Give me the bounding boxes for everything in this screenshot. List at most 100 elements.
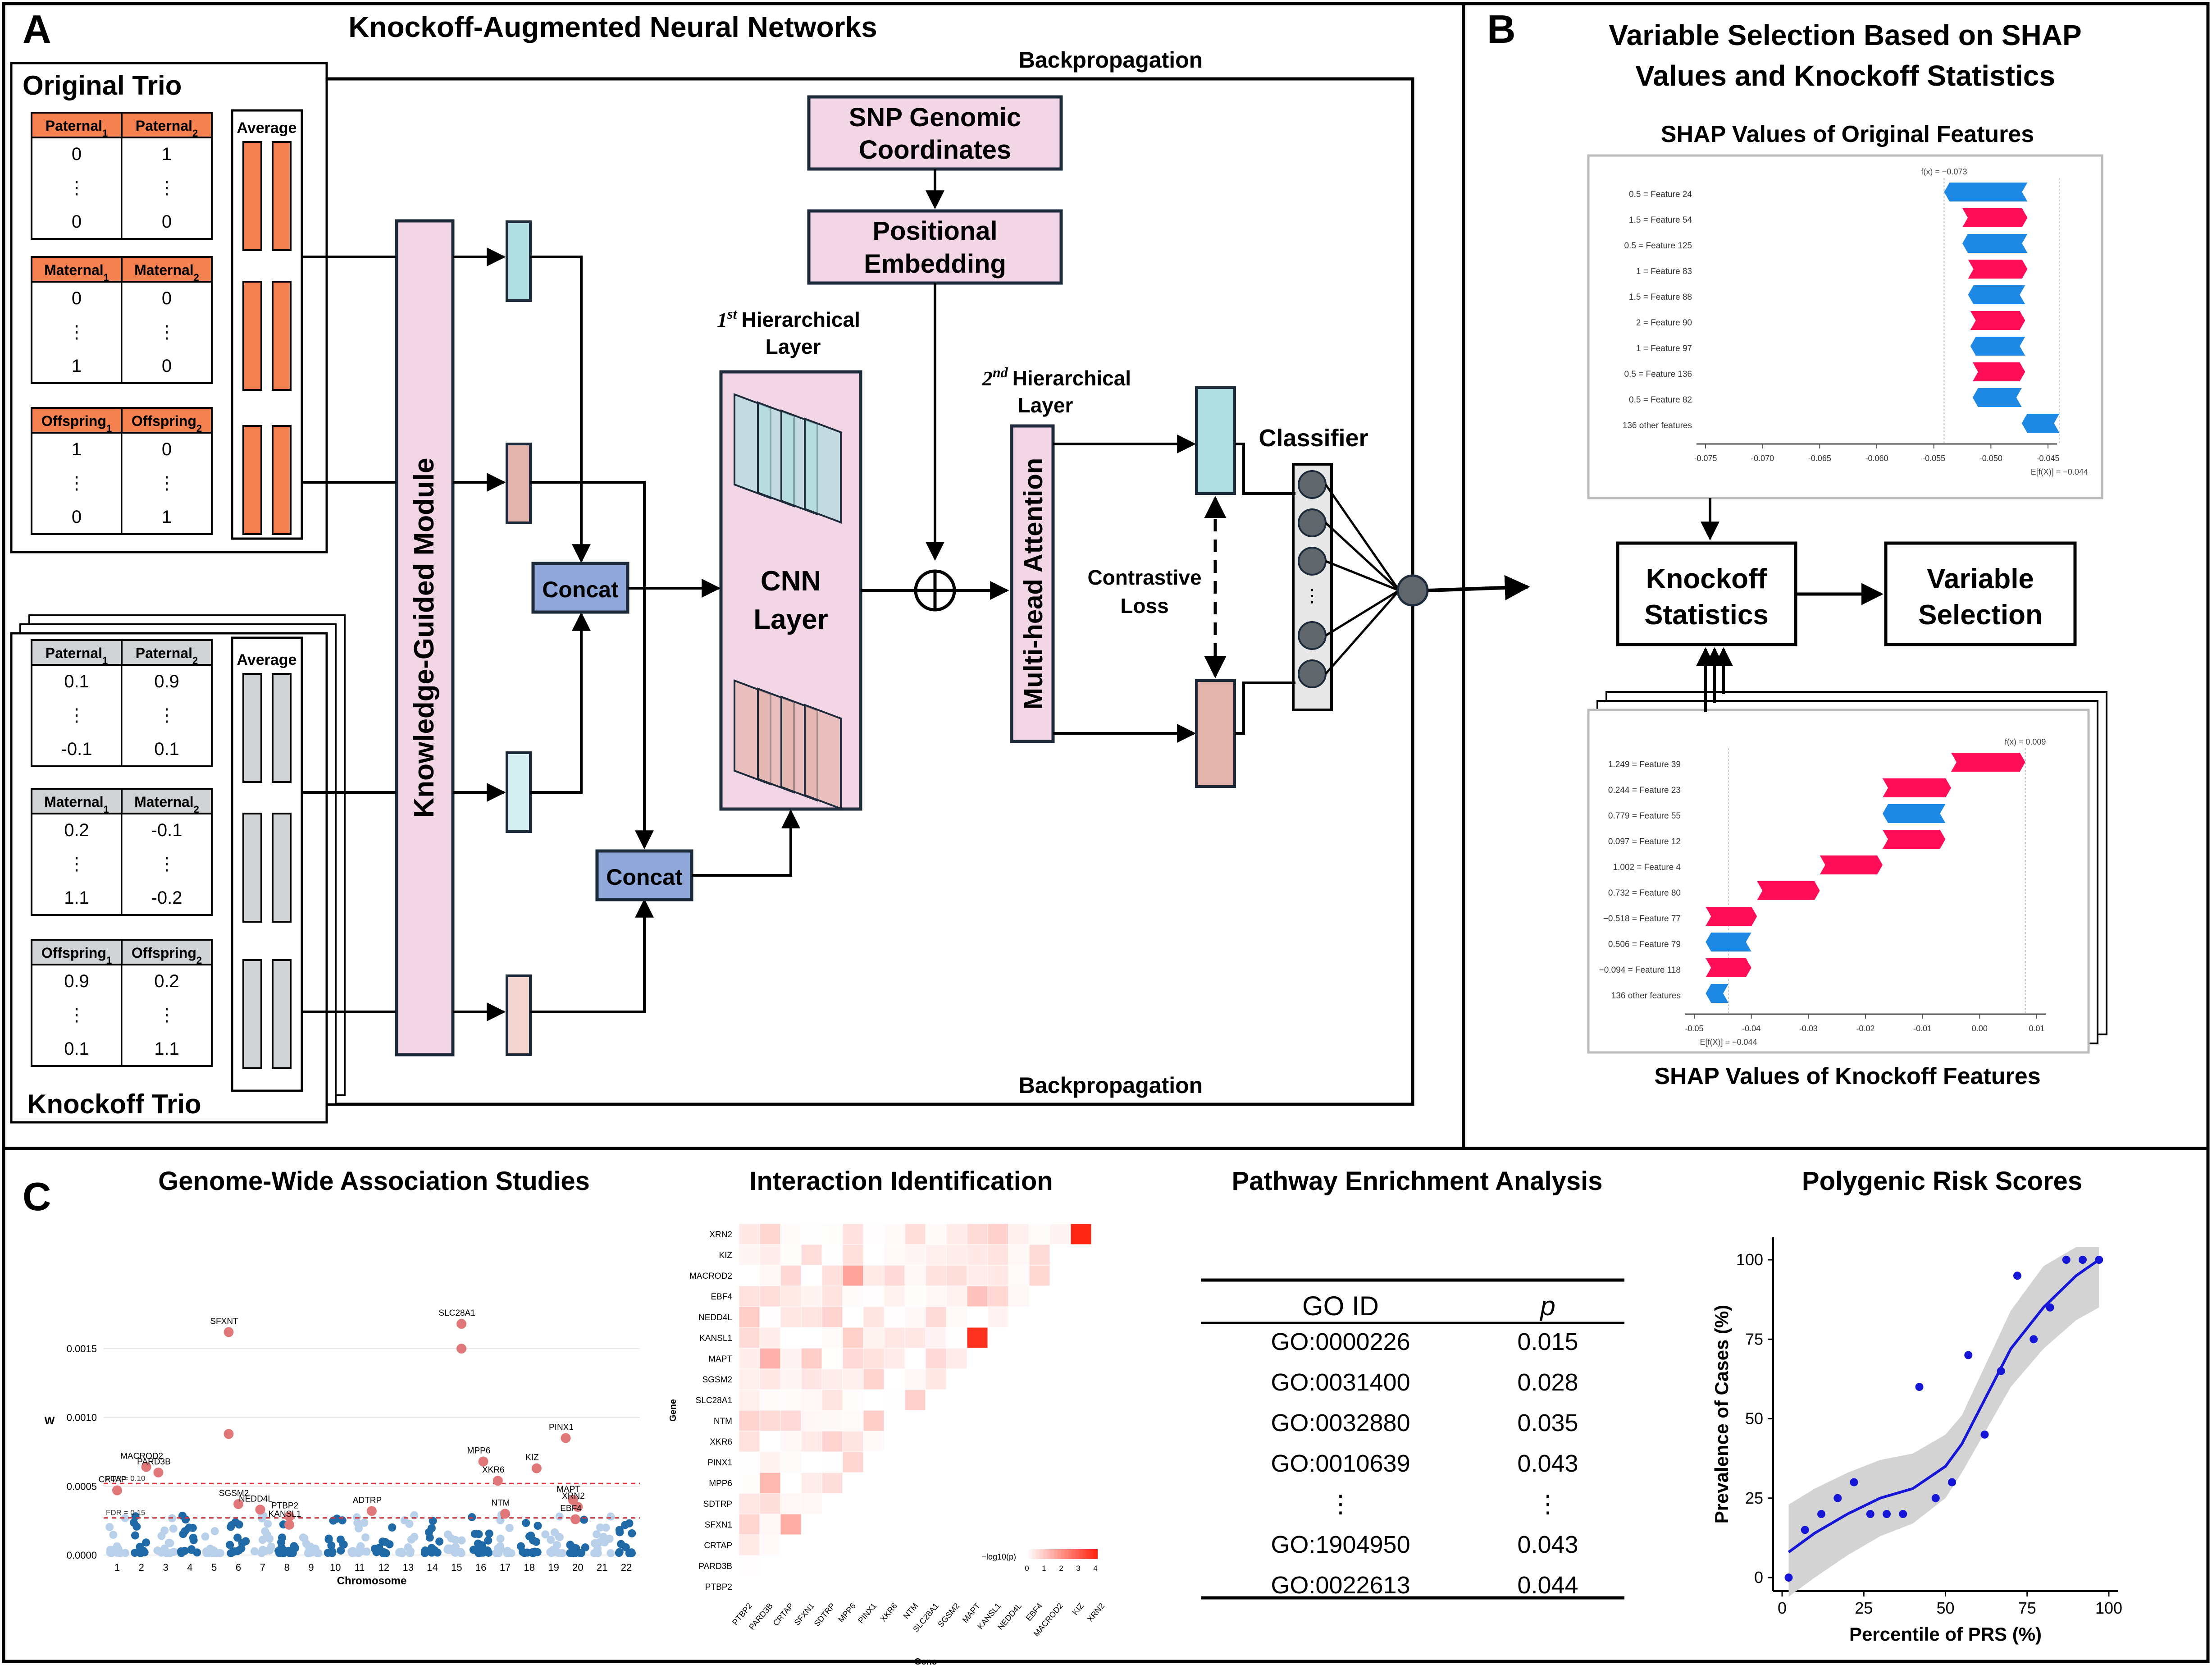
heatmap-legend-swatch xyxy=(1086,1549,1090,1559)
shap-knock-tick-label: -0.04 xyxy=(1742,1024,1760,1033)
gwas-hit-label: SFXNT xyxy=(210,1317,238,1326)
prs-ylabel: Prevalence of Cases (%) xyxy=(1711,1305,1732,1524)
gwas-hit-label: MAPT xyxy=(556,1485,580,1494)
variable-selection-box xyxy=(1884,541,2077,646)
gwas-point xyxy=(493,1544,502,1553)
heatmap-legend-swatch xyxy=(1079,1549,1083,1559)
knockoff-table-3-cell: 0.1 xyxy=(64,1039,89,1059)
heatmap-cell xyxy=(946,1223,967,1245)
prs-point xyxy=(2062,1256,2071,1264)
heatmap-col-label: MPP6 xyxy=(836,1601,857,1624)
prs-smooth-line xyxy=(1788,1258,2100,1554)
heatmap-cell xyxy=(1049,1223,1071,1245)
gwas-xtick: 3 xyxy=(163,1562,168,1573)
original-table-3-cell: 1 xyxy=(162,507,172,527)
gwas-hit xyxy=(456,1344,467,1354)
shap-orig-feature-label: 1 = Feature 97 xyxy=(1636,344,1692,353)
gwas-hit-label: SGSM2 xyxy=(219,1489,249,1498)
original-table-3-cell: 0 xyxy=(72,507,82,527)
heatmap-cell xyxy=(1008,1223,1030,1245)
heatmap-cell xyxy=(842,1306,864,1328)
cnn-filters xyxy=(734,393,842,810)
gwas-point xyxy=(628,1529,636,1537)
heatmap-cell xyxy=(821,1223,843,1245)
prs-point xyxy=(1899,1510,1907,1518)
knockoff-table-1-header-label: Paternal1 xyxy=(46,645,108,666)
heatmap-cell xyxy=(739,1306,760,1328)
knockoff-table-3-cell: 1.1 xyxy=(154,1039,179,1059)
gwas-point xyxy=(121,1549,130,1557)
knockoff-table-1-cell: ⋮ xyxy=(158,705,176,725)
knockoff-average-label: Average xyxy=(237,651,297,668)
prs-point xyxy=(1801,1526,1809,1534)
heatmap-cell xyxy=(863,1306,885,1328)
prs-ytick: 100 xyxy=(1736,1250,1763,1269)
knockoff-table-2-cell: 0.2 xyxy=(64,820,89,840)
heatmap-cell xyxy=(759,1285,781,1307)
gwas-point xyxy=(616,1528,624,1537)
heatmap-cell xyxy=(739,1493,760,1514)
gwas-threshold-label: FDR = 0.15 xyxy=(106,1509,145,1517)
gwas-point xyxy=(427,1524,436,1532)
heatmap-row-label: CRTAP xyxy=(704,1541,732,1551)
gwas-point xyxy=(602,1523,610,1532)
heatmap-cell xyxy=(739,1348,760,1369)
shap-orig-bar xyxy=(1962,234,2028,253)
prs-point xyxy=(1850,1478,1858,1487)
shap-orig-fx-label: f(x) = −0.073 xyxy=(1921,167,1967,176)
knockoff-table-2-header-label: Maternal1 xyxy=(44,794,109,815)
heatmap-legend-swatch xyxy=(1068,1549,1072,1559)
original-table-1-cell: 0 xyxy=(72,144,82,164)
gwas-point xyxy=(242,1537,250,1546)
concat-1-box xyxy=(531,562,629,614)
heatmap-cell xyxy=(1008,1265,1030,1286)
gwas-point xyxy=(267,1542,275,1551)
heatmap-cell xyxy=(884,1389,905,1411)
gwas-point xyxy=(188,1523,197,1532)
gwas-hit-label: XRN2 xyxy=(562,1491,585,1501)
pathway-p-value: 0.044 xyxy=(1517,1572,1578,1599)
knockoff-table-2-cell: 1.1 xyxy=(64,888,89,908)
gwas-point xyxy=(547,1536,555,1544)
gwas-hit-label: KIZ xyxy=(525,1453,539,1463)
knockoff-table-3-cell: ⋮ xyxy=(68,1005,86,1025)
prs-plot: 0 25 50 75 100 0 25 50 75 100 Percentile of PRS (%… xyxy=(1711,1237,2122,1645)
heatmap-cell xyxy=(780,1244,802,1266)
pathway-p-value: 0.035 xyxy=(1517,1409,1578,1436)
gwas-point xyxy=(311,1544,319,1553)
gwas-xtick: 6 xyxy=(236,1562,241,1573)
gwas-point xyxy=(615,1548,624,1556)
gwas-point xyxy=(362,1547,371,1556)
heatmap-cell xyxy=(987,1244,1009,1266)
shap-orig-feature-label: 0.5 = Feature 125 xyxy=(1624,241,1692,251)
gwas-xtick: 8 xyxy=(284,1562,290,1573)
heatmap-legend-swatch xyxy=(1061,1549,1065,1559)
gwas-point xyxy=(602,1535,611,1544)
gwas-ytick: 0.0005 xyxy=(67,1481,97,1492)
heatmap-cell xyxy=(967,1223,988,1245)
knockoff-table-3-cell: ⋮ xyxy=(158,1005,176,1025)
gwas-hit xyxy=(112,1485,122,1496)
original-table-2-cell: ⋮ xyxy=(68,322,86,342)
heatmap-cell xyxy=(884,1244,905,1266)
heatmap-cell xyxy=(801,1327,822,1349)
shap-orig-feature-label: 136 other features xyxy=(1623,421,1692,430)
original-average-bar-2-a xyxy=(242,281,262,391)
shap-knock-ex-label: E[f(X)] = −0.044 xyxy=(1700,1038,1757,1047)
heatmap-row-label: PINX1 xyxy=(707,1458,732,1468)
gwas-point xyxy=(210,1546,218,1555)
heatmap-cell xyxy=(925,1223,947,1245)
gwas-hit xyxy=(478,1456,488,1467)
gwas-xtick: 22 xyxy=(621,1562,632,1573)
gwas-point xyxy=(607,1549,615,1557)
shap-knock-feature-label: 136 other features xyxy=(1611,991,1681,1001)
original-table-3-cell: 1 xyxy=(72,439,82,459)
shap-knock-feature-label: 1.002 = Feature 4 xyxy=(1613,863,1681,872)
original-trio-label: Original Trio xyxy=(23,70,182,101)
original-table-3-header-label: Offspring2 xyxy=(132,413,202,434)
original-table-3-header-1 xyxy=(31,407,123,434)
original-table-1-header-1 xyxy=(31,112,123,138)
heatmap-cell xyxy=(780,1514,802,1535)
original-table-1-cell: ⋮ xyxy=(158,178,176,198)
